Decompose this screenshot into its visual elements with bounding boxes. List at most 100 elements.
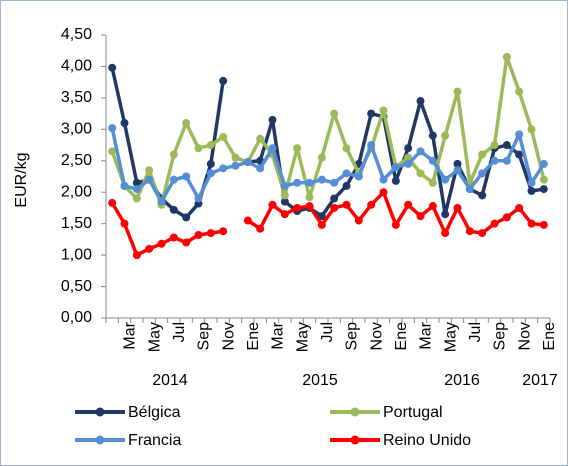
data-point <box>404 144 413 153</box>
data-point <box>539 159 548 168</box>
y-tick-label: 0,00 <box>61 309 92 326</box>
data-point <box>330 203 339 212</box>
data-point <box>194 194 203 203</box>
x-tick-label: Jul <box>319 322 336 342</box>
data-point <box>280 210 289 219</box>
data-point <box>169 150 178 159</box>
y-tick-label: 3,50 <box>61 89 92 106</box>
x-tick-label: Nov <box>516 322 533 350</box>
data-point <box>169 175 178 184</box>
data-point <box>132 194 141 203</box>
data-point <box>219 227 228 236</box>
data-point <box>330 194 339 203</box>
data-point <box>416 97 425 106</box>
x-tick-label: Mar <box>122 321 139 349</box>
data-point <box>515 203 524 212</box>
x-tick-label: Sep <box>196 322 213 351</box>
y-tick-label: 0,50 <box>61 278 92 295</box>
data-point <box>502 53 511 62</box>
legend-marker <box>350 407 360 417</box>
data-point <box>478 191 487 200</box>
data-point <box>527 178 536 187</box>
x-tick-label: May <box>294 322 311 352</box>
data-point <box>490 156 499 165</box>
x-tick-label: Mar <box>270 321 287 349</box>
data-point <box>428 131 437 140</box>
data-point <box>194 144 203 153</box>
y-tick-label: 2,50 <box>61 152 92 169</box>
data-point <box>206 141 215 150</box>
data-point <box>478 229 487 238</box>
data-point <box>305 178 314 187</box>
x-tick-label: Mar <box>418 321 435 349</box>
data-point <box>465 227 474 236</box>
data-point <box>367 109 376 118</box>
y-axis-label: EUR/kg <box>13 152 30 207</box>
x-tick-label: May <box>442 322 459 352</box>
data-point <box>219 132 228 141</box>
x-tick-label: Sep <box>492 322 509 351</box>
data-point <box>404 159 413 168</box>
y-tick-label: 1,00 <box>61 246 92 263</box>
data-point <box>317 153 326 162</box>
data-point <box>502 156 511 165</box>
data-point <box>478 169 487 178</box>
data-point <box>280 197 289 206</box>
data-point <box>145 166 154 175</box>
data-point <box>478 150 487 159</box>
series-line <box>110 55 546 207</box>
data-point <box>182 119 191 128</box>
data-point <box>305 202 314 211</box>
data-point <box>256 134 265 143</box>
data-point <box>108 198 117 207</box>
data-point <box>280 181 289 190</box>
data-point <box>428 178 437 187</box>
data-point <box>132 178 141 187</box>
data-point <box>441 175 450 184</box>
x-tick-label: Jul <box>467 322 484 342</box>
year-label: 2015 <box>302 372 338 389</box>
data-point <box>231 161 240 170</box>
legend-label: Bélgica <box>128 404 181 421</box>
year-label: 2017 <box>522 372 558 389</box>
data-point <box>441 210 450 219</box>
data-point <box>157 197 166 206</box>
legend-marker <box>95 435 105 445</box>
data-point <box>317 212 326 221</box>
legend-label: Francia <box>128 432 181 449</box>
data-point <box>428 156 437 165</box>
data-point <box>416 147 425 156</box>
data-point <box>330 109 339 118</box>
data-point <box>453 87 462 96</box>
data-point <box>206 159 215 168</box>
y-tick-label: 1,50 <box>61 215 92 232</box>
data-point <box>132 185 141 194</box>
data-point <box>342 181 351 190</box>
data-point <box>120 181 129 190</box>
x-tick-label: Ene <box>541 322 558 351</box>
data-point <box>342 200 351 209</box>
data-point <box>120 219 129 228</box>
data-point <box>342 144 351 153</box>
data-point <box>416 169 425 178</box>
data-point <box>108 124 117 133</box>
y-tick-label: 2,00 <box>61 183 92 200</box>
data-point <box>268 115 277 124</box>
data-point <box>268 200 277 209</box>
data-point <box>367 141 376 150</box>
data-point <box>169 233 178 242</box>
data-point <box>256 224 265 233</box>
data-point <box>317 220 326 229</box>
data-point <box>256 164 265 173</box>
data-point <box>441 229 450 238</box>
data-point <box>194 230 203 239</box>
data-point <box>404 200 413 209</box>
data-point <box>243 216 252 225</box>
data-point <box>453 166 462 175</box>
year-label: 2016 <box>444 372 480 389</box>
data-point <box>379 106 388 115</box>
data-point <box>243 158 252 167</box>
data-point <box>293 203 302 212</box>
data-point <box>416 212 425 221</box>
